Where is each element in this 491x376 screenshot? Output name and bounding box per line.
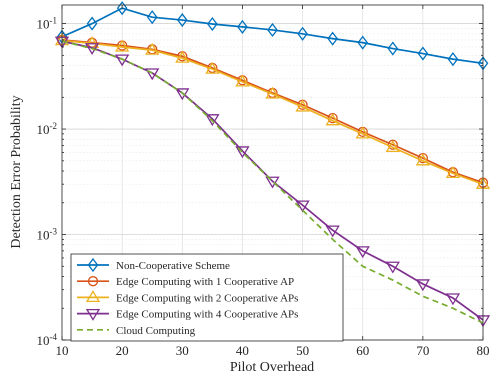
legend-item: Edge Computing with 1 Cooperative AP — [77, 276, 294, 288]
data-point — [445, 293, 461, 306]
series-layer — [54, 1, 491, 328]
data-point — [445, 166, 461, 179]
data-point — [146, 10, 158, 25]
y-tick-label: 10-3 — [37, 227, 58, 243]
series-line — [61, 39, 484, 185]
data-point — [385, 261, 400, 274]
data-point — [207, 16, 218, 32]
x-tick-label: 20 — [116, 343, 129, 358]
series-1 — [56, 1, 489, 71]
data-point — [325, 113, 340, 126]
data-point — [297, 26, 308, 41]
data-point — [447, 52, 459, 67]
data-point — [114, 39, 130, 52]
legend-label: Edge Computing with 1 Cooperative AP — [116, 276, 294, 288]
series-line — [61, 39, 484, 184]
data-point — [355, 126, 370, 139]
data-point — [357, 35, 369, 50]
legend-label: Edge Computing with 2 Cooperative APs — [116, 292, 298, 304]
data-point — [295, 99, 310, 112]
data-point — [325, 225, 340, 238]
x-tick-label: 70 — [416, 343, 429, 358]
y-tick-label: 10-1 — [37, 16, 58, 32]
data-point — [176, 12, 188, 28]
data-point — [415, 279, 431, 292]
legend-marker — [87, 257, 99, 273]
legend-label: Edge Computing with 4 Cooperative APs — [116, 309, 298, 321]
data-point — [175, 88, 190, 101]
x-tick-label: 40 — [236, 343, 249, 358]
series-5 — [61, 40, 484, 324]
series-line — [61, 7, 484, 65]
x-tick-label: 10 — [56, 343, 69, 358]
y-tick-label: 10-2 — [37, 121, 58, 137]
legend-item: Cloud Computing — [77, 325, 196, 337]
data-point — [235, 146, 250, 159]
legend-item: Edge Computing with 4 Cooperative APs — [77, 309, 298, 321]
x-tick-label: 60 — [356, 343, 369, 358]
legend-marker — [85, 308, 101, 321]
legend: Non-Cooperative Scheme Edge Computing wit… — [70, 253, 344, 342]
x-tick-label: 80 — [477, 343, 490, 358]
legend-item: Non-Cooperative Scheme — [77, 257, 230, 273]
legend-marker — [85, 290, 101, 303]
y-axis-label: Detection Error Probability — [9, 95, 24, 248]
data-point — [237, 19, 248, 34]
data-point — [267, 22, 278, 38]
data-point — [385, 140, 400, 153]
data-point — [116, 1, 128, 16]
data-point — [86, 16, 98, 31]
x-tick-label: 30 — [176, 343, 189, 358]
data-point — [417, 46, 429, 61]
data-point — [387, 41, 399, 56]
y-tick-label: 10-4 — [37, 332, 58, 348]
data-point — [327, 31, 338, 46]
data-point — [145, 68, 160, 81]
legend-item: Edge Computing with 2 Cooperative APs — [77, 290, 298, 304]
legend-label: Cloud Computing — [116, 325, 196, 337]
x-tick-label: 50 — [296, 343, 309, 358]
ticks: 10 20 30 40 50 60 70 80 10-1 10-2 10-3 10-4 — [37, 5, 490, 358]
series-line — [61, 40, 484, 324]
legend-marker — [87, 276, 99, 287]
data-point — [265, 86, 280, 99]
x-axis-label: Pilot Overhead — [230, 360, 314, 375]
legend-box — [70, 253, 344, 342]
data-point — [295, 200, 310, 213]
legend-label: Non-Cooperative Scheme — [116, 260, 230, 272]
series-3 — [54, 33, 491, 189]
data-point — [355, 246, 370, 259]
data-point — [265, 176, 280, 189]
data-point — [175, 50, 190, 63]
data-point — [235, 74, 250, 87]
data-point — [205, 114, 220, 127]
data-point — [205, 61, 220, 74]
data-point — [145, 42, 160, 55]
data-point — [415, 153, 431, 166]
